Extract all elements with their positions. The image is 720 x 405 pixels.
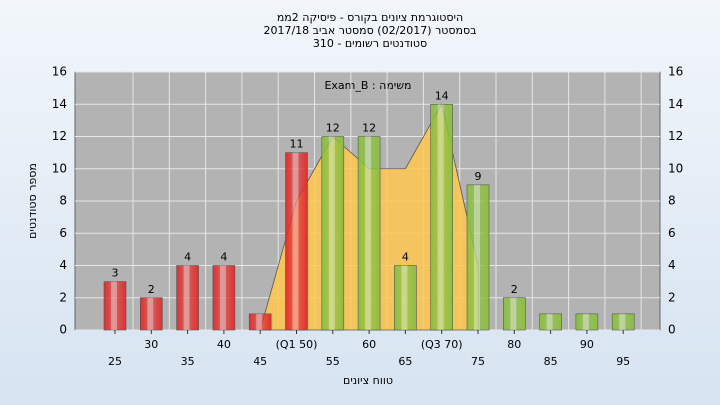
y-tick-label: 0 bbox=[59, 323, 67, 337]
y-tick-label: 16 bbox=[52, 65, 67, 79]
x-tick-label: 75 bbox=[471, 355, 485, 368]
subtitle: בסמסטר (02/2017) סמסטר אביב 2017/18 bbox=[263, 24, 476, 37]
x-tick-label: (Q3 70) bbox=[421, 338, 463, 351]
x-tick-label: 85 bbox=[544, 355, 558, 368]
y-tick-label: 4 bbox=[59, 258, 67, 272]
data-label: 2 bbox=[148, 283, 155, 296]
y-tick-label: 8 bbox=[59, 194, 67, 208]
y-tick-label: 12 bbox=[52, 129, 67, 143]
bar-highlight bbox=[111, 281, 117, 330]
subtitle: סטודנטים רשומים - 310 bbox=[313, 37, 427, 50]
x-tick-label: 80 bbox=[507, 338, 521, 351]
bar-highlight bbox=[474, 184, 480, 330]
y-tick-label: 16 bbox=[668, 65, 683, 79]
x-tick-label: 25 bbox=[108, 355, 122, 368]
y-axis-label: מספר סטודנטים bbox=[26, 163, 39, 239]
annotation: משימה : Exam_B bbox=[324, 79, 411, 92]
data-label: 2 bbox=[511, 283, 518, 296]
y-tick-label: 14 bbox=[668, 97, 683, 111]
y-tick-label: 0 bbox=[668, 323, 676, 337]
y-tick-label: 6 bbox=[59, 226, 67, 240]
x-tick-label: 40 bbox=[217, 338, 231, 351]
x-axis-label: טווח ציונים bbox=[343, 374, 393, 387]
bar-highlight bbox=[256, 313, 263, 330]
data-label: 9 bbox=[475, 170, 482, 183]
data-label: 4 bbox=[402, 251, 409, 264]
x-tick-label: (Q1 50) bbox=[276, 338, 318, 351]
x-tick-label: 45 bbox=[253, 355, 267, 368]
y-tick-label: 2 bbox=[668, 290, 676, 304]
bar-highlight bbox=[437, 104, 444, 330]
data-label: 14 bbox=[435, 89, 449, 102]
y-tick-label: 14 bbox=[52, 97, 67, 111]
data-label: 12 bbox=[326, 122, 340, 135]
y-tick-label: 4 bbox=[668, 258, 676, 272]
x-tick-label: 30 bbox=[144, 338, 158, 351]
x-tick-label: 95 bbox=[616, 355, 630, 368]
x-tick-label: 55 bbox=[326, 355, 340, 368]
y-tick-label: 10 bbox=[668, 161, 683, 175]
x-tick-label: 90 bbox=[580, 338, 594, 351]
y-tick-label: 2 bbox=[59, 290, 67, 304]
y-tick-label: 6 bbox=[668, 226, 676, 240]
chart-title: היסטוגרמת ציונים בקורס - פיסיקה 2ממ bbox=[277, 11, 463, 24]
y-tick-label: 8 bbox=[668, 194, 676, 208]
bar-highlight bbox=[510, 297, 517, 330]
bar-highlight bbox=[401, 265, 408, 330]
bar-highlight bbox=[619, 313, 626, 330]
y-tick-label: 10 bbox=[52, 161, 67, 175]
data-label: 4 bbox=[220, 251, 227, 264]
data-label: 12 bbox=[362, 122, 376, 135]
data-label: 3 bbox=[112, 267, 119, 280]
bar-highlight bbox=[328, 136, 335, 330]
bar-highlight bbox=[183, 265, 190, 330]
bar-highlight bbox=[219, 265, 226, 330]
bar-highlight bbox=[147, 297, 154, 330]
x-tick-label: 60 bbox=[362, 338, 376, 351]
x-tick-label: 35 bbox=[181, 355, 195, 368]
bar-highlight bbox=[292, 152, 299, 330]
data-label: 4 bbox=[184, 251, 191, 264]
bar-highlight bbox=[365, 136, 372, 330]
y-tick-label: 12 bbox=[668, 129, 683, 143]
x-tick-label: 65 bbox=[398, 355, 412, 368]
bar-highlight bbox=[546, 313, 553, 330]
data-label: 11 bbox=[290, 138, 304, 151]
bar-highlight bbox=[582, 313, 589, 330]
